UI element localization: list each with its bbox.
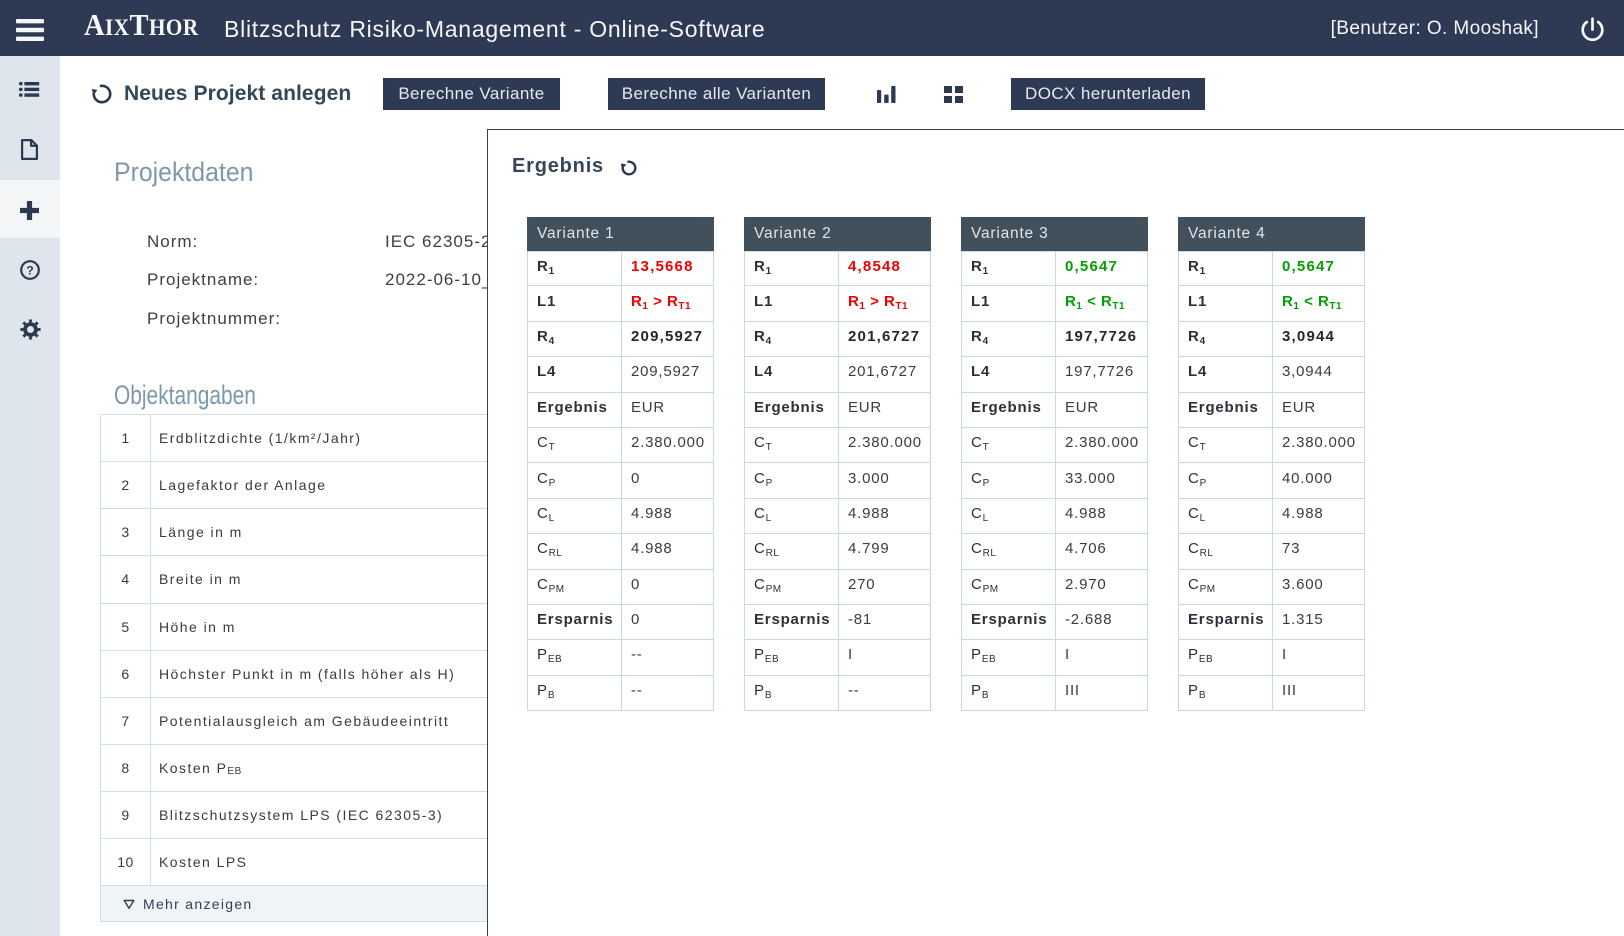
svg-text:?: ?: [26, 263, 33, 277]
